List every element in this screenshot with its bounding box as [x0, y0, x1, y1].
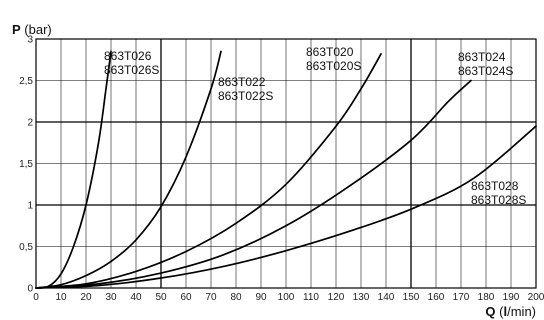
x-tick-label-120: 120: [328, 292, 345, 303]
x-tick-label-100: 100: [278, 292, 295, 303]
x-tick-label-130: 130: [353, 292, 370, 303]
series-label-863t026: 863T026 863T026S: [104, 49, 159, 77]
series-label-line: 863T020: [306, 45, 354, 59]
series-label-line: 863T028S: [471, 193, 526, 207]
series-lines: [35, 50, 537, 289]
series-label-line: 863T020S: [306, 59, 361, 73]
x-axis-title-unit-rest: /min): [507, 304, 536, 319]
y-tick-labels: 0 0,5 1 1,5 2 2,5 3: [19, 35, 33, 295]
x-tick-label-140: 140: [378, 292, 395, 303]
y-axis-title: P (bar): [12, 22, 52, 37]
x-axis-title: Q (l/min): [485, 304, 536, 319]
x-tick-label-200: 200: [528, 292, 544, 303]
x-tick-label-70: 70: [205, 292, 217, 303]
series-label-863t020: 863T020 863T020S: [306, 45, 361, 73]
x-tick-label-0: 0: [33, 292, 39, 303]
series-label-line: 863T024S: [458, 64, 513, 78]
series-label-863t028: 863T028 863T028S: [471, 179, 526, 207]
x-tick-label-40: 40: [130, 292, 142, 303]
x-axis-title-symbol: Q: [485, 304, 495, 319]
series-label-863t022: 863T022 863T022S: [218, 75, 273, 103]
x-tick-label-150: 150: [403, 292, 420, 303]
y-tick-label-2: 2: [27, 118, 33, 129]
x-tick-label-180: 180: [478, 292, 495, 303]
x-tick-label-60: 60: [180, 292, 192, 303]
series-line-863t026: [35, 50, 112, 289]
y-tick-label-1-5: 1,5: [19, 159, 33, 170]
y-tick-label-3: 3: [27, 35, 33, 46]
x-tick-label-50: 50: [155, 292, 167, 303]
x-tick-label-30: 30: [105, 292, 117, 303]
series-label-line: 863T022: [218, 75, 266, 89]
x-axis-title-unit-bold: l: [503, 304, 507, 319]
x-tick-label-190: 190: [503, 292, 520, 303]
series-line-863t022: [35, 50, 222, 289]
x-tick-label-170: 170: [453, 292, 470, 303]
y-tick-label-1: 1: [27, 201, 33, 212]
x-tick-label-20: 20: [80, 292, 92, 303]
series-label-line: 863T026: [104, 49, 152, 63]
grid: [36, 39, 536, 288]
series-label-line: 863T024: [458, 50, 506, 64]
y-axis-title-symbol: P: [12, 22, 21, 37]
x-tick-label-90: 90: [255, 292, 267, 303]
x-tick-labels: 0 10 20 30 40 50 60 70 80 90 100 110 120 130 140 150 160…: [33, 292, 544, 303]
series-line-863t028: [35, 125, 537, 289]
series-label-863t024: 863T024 863T024S: [458, 50, 513, 78]
x-tick-label-10: 10: [55, 292, 67, 303]
series-line-863t020: [35, 53, 382, 289]
plot-frame: [35, 38, 537, 289]
y-tick-label-0: 0: [27, 284, 33, 295]
series-line-863t024: [35, 79, 472, 289]
x-tick-label-160: 160: [428, 292, 445, 303]
series-label-line: 863T026S: [104, 63, 159, 77]
y-axis-title-unit: (bar): [21, 22, 52, 37]
y-tick-label-0-5: 0,5: [19, 242, 33, 253]
x-tick-label-110: 110: [303, 292, 319, 303]
series-label-line: 863T028: [471, 179, 519, 193]
x-axis-title-open: (: [496, 304, 505, 319]
series-label-line: 863T022S: [218, 89, 273, 103]
x-tick-label-80: 80: [230, 292, 242, 303]
y-tick-label-2-5: 2,5: [19, 76, 33, 87]
